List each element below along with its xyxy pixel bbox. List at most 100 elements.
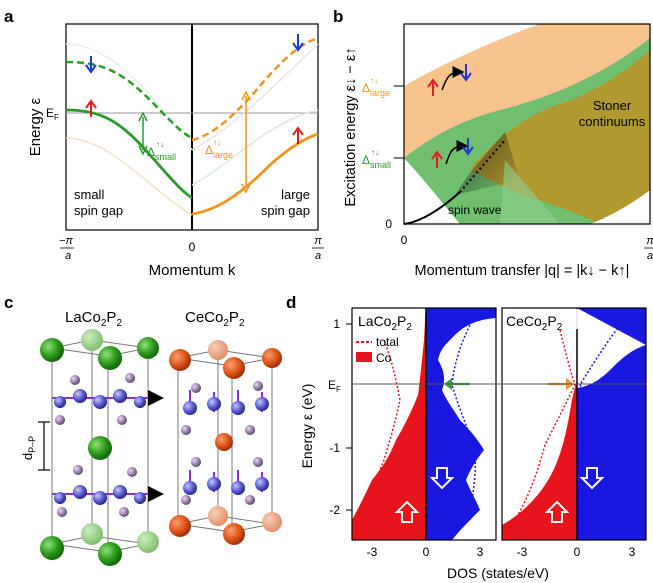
ef-label-a: EF [46, 106, 59, 122]
panel-d-letter: d [286, 293, 296, 312]
ce-atom [208, 506, 228, 526]
delta-large-label: Δlarge↑↓ [205, 138, 233, 160]
svg-text:1: 1 [333, 317, 340, 331]
dos-ce-frame [501, 307, 647, 541]
dos-la-up-fill [352, 308, 426, 540]
co-atom [231, 401, 245, 415]
panel-a-xtick-right: π a [312, 235, 324, 262]
spin-wave-dotted [459, 139, 506, 193]
dos-la-down-fill [426, 308, 496, 540]
panel-b-frame [403, 23, 651, 225]
co-atom [183, 481, 197, 495]
la-atom [40, 338, 64, 362]
dos-la-frame [351, 307, 497, 541]
right-note-1: large [281, 187, 310, 202]
p-atom [191, 457, 201, 467]
left-note-2: spin gap [74, 203, 123, 218]
panel-b-xlabel: Momentum transfer |q| = |k↓ − k↑| [415, 263, 630, 279]
panel-c: c LaCo2P2 CeCo2P2 [4, 293, 282, 566]
dos-ce-total-up [514, 329, 576, 521]
svg-text:a: a [315, 250, 321, 262]
la-atom [40, 536, 64, 560]
dos-xticks: -3 0 3 -3 0 3 [367, 545, 636, 559]
p-atom [245, 495, 255, 505]
p-atom [55, 415, 65, 425]
left-note-1: small [74, 187, 104, 202]
crystal-title-ce: CeCo2P2 [185, 309, 245, 329]
co-atom [207, 477, 221, 491]
p-atom [191, 383, 201, 393]
hollow-down-arrow-la [429, 467, 455, 490]
ce-atom [223, 357, 245, 379]
panel-a: a Δsmall↑↓ Δlarge↑↓ EF small s [4, 7, 324, 279]
p-atom [127, 467, 137, 477]
co-atom [255, 397, 269, 411]
band-faint-left-1 [65, 43, 193, 151]
hollow-up-arrow-la [394, 500, 420, 523]
legend-co-swatch [356, 352, 372, 362]
spin-wave-label: spin wave [448, 203, 502, 217]
dos-ce-total-down [579, 324, 641, 521]
svg-text:3: 3 [477, 545, 484, 559]
hollow-down-arrow-ce [579, 467, 605, 490]
panel-a-letter: a [4, 7, 14, 26]
panel-d-xlabel: DOS (states/eV) [447, 565, 549, 581]
band-large-down [191, 36, 319, 142]
light-green-region [500, 160, 560, 224]
ef-label-d: EF [328, 378, 341, 394]
band-faint-left-2 [65, 137, 193, 216]
co-layer-lower-ce [189, 470, 263, 492]
p-atom [119, 507, 129, 517]
la-atom [81, 329, 103, 351]
dos-la-title: LaCo2P2 [358, 313, 412, 333]
flip-arrow-green [445, 140, 469, 165]
p-atom [245, 425, 255, 435]
svg-text:a: a [647, 250, 653, 262]
band-large-up [191, 132, 319, 216]
dos-ce-title: CeCo2P2 [506, 313, 563, 333]
stoner-label-1: Stoner [593, 98, 632, 113]
delta-small-label: Δsmall↑↓ [147, 140, 176, 162]
spin-wave-curve [403, 191, 461, 225]
p-atom [181, 425, 191, 435]
svg-text:-2: -2 [329, 503, 340, 517]
legend-total-label: total [376, 335, 399, 349]
panel-b-ytick-zero: 0 [385, 217, 392, 231]
co-atom [255, 477, 269, 491]
dos-la-total-up [355, 339, 401, 521]
p-atom [57, 507, 67, 517]
band-small-up [65, 108, 193, 200]
svg-text:π: π [314, 235, 322, 247]
svg-text:0: 0 [574, 545, 581, 559]
svg-text:−π: −π [59, 235, 73, 247]
crystal-lacop [40, 329, 164, 566]
ce-atom [215, 433, 233, 451]
co-layer-upper [52, 389, 164, 409]
ce-atom [169, 515, 191, 537]
dos-plot-ce: CeCo2P2 [501, 307, 647, 541]
flip-arrow-orange [441, 66, 465, 91]
panel-c-letter: c [4, 293, 13, 312]
co-atom [231, 481, 245, 495]
panel-b: b spin wave Stoner continuums Δlarge↑↓ Δ [333, 7, 653, 279]
svg-text:-1: -1 [329, 441, 340, 455]
delta-large-label-b: Δlarge↑↓ [362, 76, 390, 98]
panel-a-xtick-left: −π a [59, 235, 74, 262]
band-faint-right-2 [191, 109, 319, 186]
panel-a-xtick-zero: 0 [189, 240, 196, 254]
panel-b-ylabel: Excitation energy ε↓ − ε↑ [343, 47, 359, 206]
dos-ce-down-fill [577, 308, 646, 540]
la-atom [88, 436, 112, 460]
panel-a-ylabel: Energy ε [27, 98, 44, 157]
p-atom [117, 415, 127, 425]
crystal-cecop [169, 340, 282, 545]
right-note-2: spin gap [261, 203, 310, 218]
panel-b-letter: b [333, 7, 343, 26]
co-layer-lower [52, 485, 164, 505]
panel-b-xtick-zero: 0 [401, 233, 408, 247]
panel-b-xtick-pi: π a [644, 235, 653, 262]
co-atom [183, 401, 197, 415]
legend-co-label: Co [376, 351, 392, 365]
co-atom [207, 397, 221, 411]
